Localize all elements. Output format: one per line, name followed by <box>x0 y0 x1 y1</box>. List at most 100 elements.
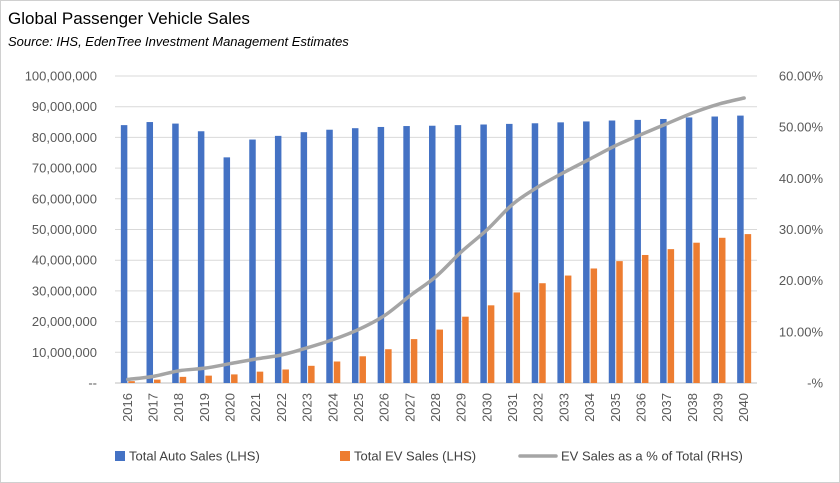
bar-total-auto-sales <box>634 119 641 383</box>
x-tick-label: 2016 <box>120 393 135 422</box>
x-tick-label: 2019 <box>197 393 212 422</box>
bar-total-auto-sales <box>403 126 410 383</box>
bar-total-auto-sales <box>197 131 205 383</box>
y-left-tick-label: 100,000,000 <box>25 69 97 84</box>
legend-label-ev-share: EV Sales as a % of Total (RHS) <box>561 449 743 464</box>
y-right-tick-label: 60.00% <box>779 69 824 84</box>
bar-total-auto-sales <box>737 115 744 383</box>
y-right-tick-label: 30.00% <box>779 222 824 237</box>
bar-total-auto-sales <box>711 116 718 384</box>
x-tick-label: 2027 <box>402 393 417 422</box>
bar-total-auto-sales <box>146 122 154 384</box>
bar-total-ev-sales <box>308 365 315 383</box>
bar-total-ev-sales <box>282 369 289 383</box>
bar-total-auto-sales <box>557 122 564 384</box>
x-tick-label: 2028 <box>428 393 443 422</box>
bar-total-ev-sales <box>333 361 341 383</box>
bar-total-auto-sales <box>608 120 616 383</box>
y-right-tick-label: 50.00% <box>779 120 824 135</box>
bar-total-ev-sales <box>205 375 212 383</box>
x-tick-label: 2039 <box>710 393 725 422</box>
legend-swatch-total-auto-sales <box>115 451 125 461</box>
bar-total-ev-sales <box>462 316 469 383</box>
x-tick-label: 2022 <box>274 393 289 422</box>
series-lines <box>126 96 746 382</box>
x-tick-label: 2037 <box>659 393 674 422</box>
bar-total-ev-sales <box>385 349 392 383</box>
x-tick-label: 2017 <box>146 393 161 422</box>
bar-total-ev-sales <box>231 374 238 383</box>
bar-total-auto-sales <box>480 124 487 384</box>
bar-total-auto-sales <box>685 117 693 383</box>
legend-label-total-ev-sales: Total EV Sales (LHS) <box>354 449 476 464</box>
bar-total-auto-sales <box>120 125 128 384</box>
x-tick-label: 2040 <box>736 393 751 422</box>
y-right-tick-label: 40.00% <box>779 171 824 186</box>
y-left-tick-label: -- <box>88 376 97 391</box>
bar-total-ev-sales <box>359 356 366 383</box>
line-ev-share <box>126 96 746 382</box>
y-right-tick-label: 20.00% <box>779 273 824 288</box>
bar-total-ev-sales <box>564 275 572 383</box>
bar-total-auto-sales <box>583 121 590 383</box>
y-left-tick-label: 20,000,000 <box>32 314 97 329</box>
bar-total-ev-sales <box>539 283 546 383</box>
legend-label-total-auto-sales: Total Auto Sales (LHS) <box>129 449 260 464</box>
chart-title: Global Passenger Vehicle Sales <box>8 9 250 28</box>
x-tick-label: 2023 <box>300 393 315 422</box>
bar-total-ev-sales <box>744 234 752 383</box>
x-tick-label: 2021 <box>248 393 263 422</box>
x-tick-label: 2038 <box>685 393 700 422</box>
bar-total-auto-sales <box>300 132 308 383</box>
bar-total-auto-sales <box>429 125 436 383</box>
y-left-tick-label: 60,000,000 <box>32 191 97 206</box>
y-left-tick-label: 50,000,000 <box>32 222 97 237</box>
bar-total-ev-sales <box>693 242 700 383</box>
x-tick-label: 2032 <box>531 393 546 422</box>
y-left-tick-label: 90,000,000 <box>32 99 97 114</box>
x-axis: 2016 2017 2018 2019 2020 2021 2022 2023 2024 2025… <box>120 393 751 422</box>
bar-total-ev-sales <box>154 379 161 383</box>
y-right-tick-label: 10.00% <box>779 324 824 339</box>
bar-total-ev-sales <box>256 371 264 383</box>
x-tick-label: 2020 <box>223 393 238 422</box>
x-tick-label: 2030 <box>479 393 494 422</box>
bar-total-ev-sales <box>410 339 418 383</box>
y-left-tick-label: 70,000,000 <box>32 161 97 176</box>
bar-total-auto-sales <box>249 139 256 383</box>
bar-total-ev-sales <box>718 237 726 383</box>
x-tick-label: 2035 <box>608 393 623 422</box>
bar-total-ev-sales <box>179 376 187 383</box>
x-tick-label: 2031 <box>505 393 520 422</box>
bar-total-auto-sales <box>531 123 539 383</box>
bar-total-ev-sales <box>436 329 443 383</box>
y-left-tick-label: 30,000,000 <box>32 283 97 298</box>
y-left-tick-label: 10,000,000 <box>32 345 97 360</box>
bar-total-auto-sales <box>274 135 282 383</box>
bar-total-ev-sales <box>641 254 649 383</box>
y-left-tick-label: 80,000,000 <box>32 130 97 145</box>
bar-total-auto-sales <box>377 126 385 383</box>
x-tick-label: 2036 <box>633 393 648 422</box>
x-tick-label: 2034 <box>582 393 597 422</box>
bar-total-ev-sales <box>667 249 675 383</box>
bar-total-auto-sales <box>660 118 667 383</box>
bar-total-ev-sales <box>128 381 135 383</box>
chart-subtitle: Source: IHS, EdenTree Investment Managem… <box>8 34 349 49</box>
x-tick-label: 2029 <box>454 393 469 422</box>
y-left-tick-label: 40,000,000 <box>32 253 97 268</box>
bar-total-auto-sales <box>351 128 359 383</box>
bar-total-ev-sales <box>487 305 495 383</box>
bar-total-auto-sales <box>326 129 333 383</box>
x-tick-label: 2025 <box>351 393 366 422</box>
bar-total-ev-sales <box>616 261 623 383</box>
y-axis-right: -% 10.00% 20.00% 30.00% 40.00% 50.00% 60.00% <box>779 69 824 391</box>
x-tick-label: 2033 <box>556 393 571 422</box>
legend: Total Auto Sales (LHS) Total EV Sales (LH… <box>115 449 743 464</box>
bars <box>120 115 752 384</box>
bar-total-auto-sales <box>223 157 231 383</box>
legend-swatch-total-ev-sales <box>340 451 350 461</box>
x-tick-label: 2026 <box>377 393 392 422</box>
